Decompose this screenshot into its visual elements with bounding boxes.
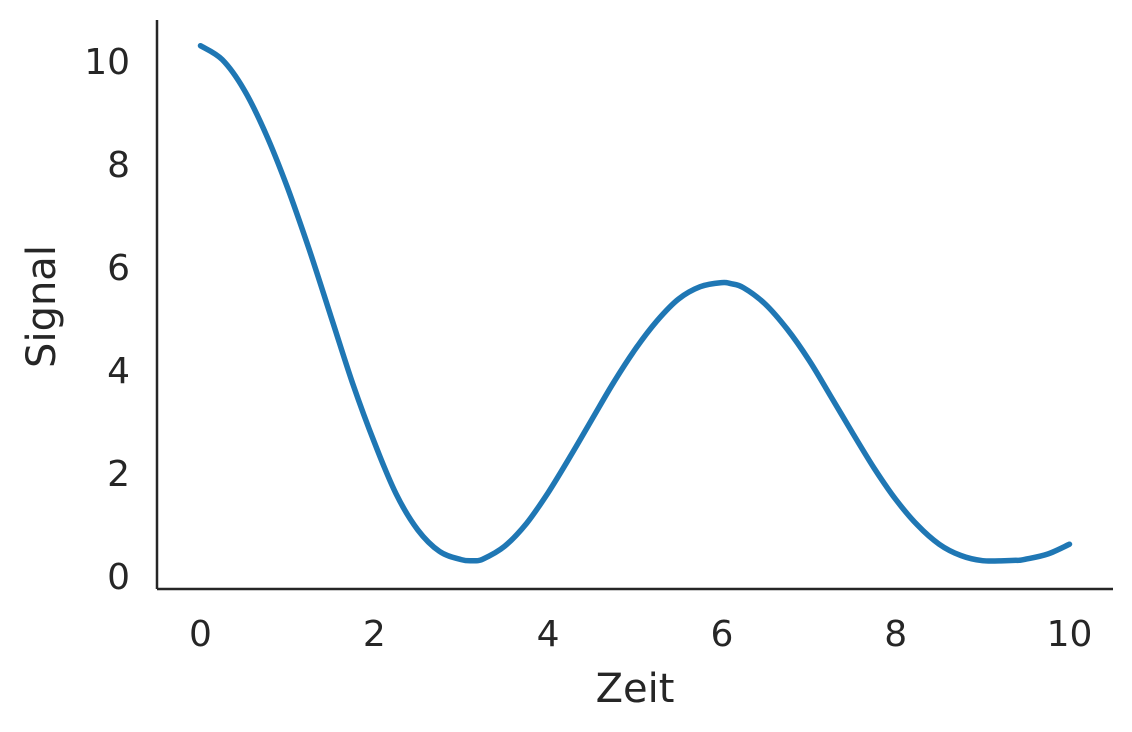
x-tick-label: 6 bbox=[710, 614, 733, 655]
series-line-signal bbox=[197, 42, 1073, 564]
y-tick-label: 8 bbox=[107, 145, 130, 186]
x-axis-ticks: 0 2 4 6 8 10 bbox=[189, 614, 1092, 655]
x-tick-label: 10 bbox=[1047, 614, 1093, 655]
y-tick-label: 4 bbox=[107, 351, 130, 392]
y-tick-label: 10 bbox=[84, 42, 130, 83]
y-tick-label: 0 bbox=[107, 557, 130, 598]
y-tick-label: 2 bbox=[107, 454, 130, 495]
y-axis-label: Signal bbox=[19, 245, 65, 368]
x-tick-label: 4 bbox=[537, 614, 560, 655]
x-tick-label: 2 bbox=[363, 614, 386, 655]
x-tick-label: 8 bbox=[884, 614, 907, 655]
y-tick-label: 6 bbox=[107, 248, 130, 289]
y-axis-ticks: 0 2 4 6 8 10 bbox=[84, 42, 130, 598]
x-tick-label: 0 bbox=[189, 614, 212, 655]
x-axis-label: Zeit bbox=[596, 666, 675, 712]
